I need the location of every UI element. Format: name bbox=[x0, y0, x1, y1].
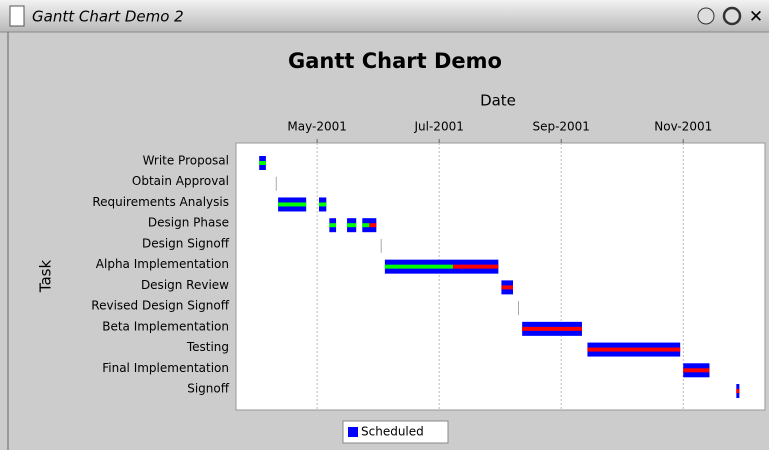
x-tick-label: Nov-2001 bbox=[654, 120, 712, 134]
y-tick-label: Design Review bbox=[141, 278, 229, 292]
x-tick-label: Sep-2001 bbox=[532, 120, 590, 134]
completed-strip bbox=[384, 264, 453, 269]
remaining-strip bbox=[587, 347, 681, 352]
y-axis-label: Task bbox=[37, 260, 55, 294]
minimize-button[interactable] bbox=[697, 7, 715, 25]
completed-strip bbox=[362, 223, 370, 228]
remaining-strip bbox=[501, 285, 514, 290]
legend-label: Scheduled bbox=[361, 425, 424, 439]
x-axis-label: Date bbox=[480, 92, 516, 110]
x-tick-label: Jul-2001 bbox=[414, 120, 464, 134]
completed-strip bbox=[329, 223, 337, 228]
y-tick-label: Alpha Implementation bbox=[96, 257, 229, 271]
completed-strip bbox=[318, 202, 327, 207]
close-button[interactable]: ✕ bbox=[749, 7, 763, 27]
completed-strip bbox=[347, 223, 357, 228]
plot-area bbox=[235, 142, 766, 411]
y-tick-label: Requirements Analysis bbox=[92, 195, 229, 209]
y-tick-label: Signoff bbox=[187, 382, 230, 396]
remaining-strip bbox=[522, 326, 582, 331]
window-icon bbox=[9, 5, 25, 27]
y-tick-label: Write Proposal bbox=[143, 154, 229, 168]
remaining-strip bbox=[452, 264, 499, 269]
remaining-strip bbox=[736, 389, 740, 394]
y-tick-label: Testing bbox=[186, 340, 229, 354]
remaining-strip bbox=[369, 223, 377, 228]
y-tick-label: Design Signoff bbox=[142, 236, 230, 250]
y-tick-label: Design Phase bbox=[148, 216, 229, 230]
completed-strip bbox=[278, 202, 307, 207]
legend bbox=[342, 420, 449, 444]
y-tick-label: Obtain Approval bbox=[132, 174, 229, 188]
completed-strip bbox=[259, 161, 266, 165]
window-title: Gantt Chart Demo 2 bbox=[32, 8, 184, 26]
maximize-button[interactable] bbox=[722, 6, 742, 26]
title-bar bbox=[0, 0, 769, 32]
y-tick-label: Beta Implementation bbox=[102, 319, 229, 333]
legend-swatch bbox=[348, 427, 358, 437]
x-tick-label: May-2001 bbox=[287, 120, 346, 134]
remaining-strip bbox=[683, 368, 710, 373]
chart-title: Gantt Chart Demo bbox=[288, 49, 502, 73]
y-tick-label: Final Implementation bbox=[102, 361, 229, 375]
y-tick-label: Revised Design Signoff bbox=[91, 299, 229, 313]
